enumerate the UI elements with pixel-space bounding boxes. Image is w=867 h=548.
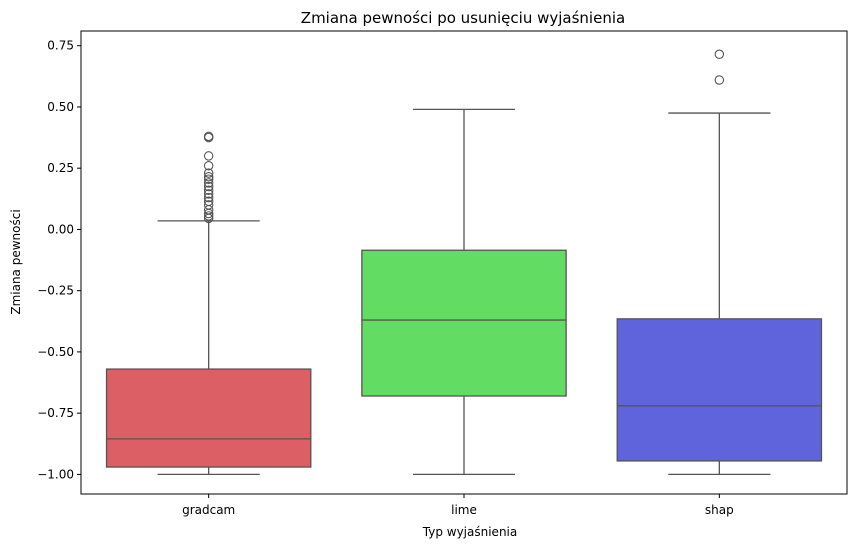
outlier-point-gradcam: [203, 200, 214, 210]
outlier-point-gradcam: [203, 192, 214, 203]
outlier-point-gradcam: [203, 151, 214, 161]
y-tick-label: 0.50: [47, 100, 74, 114]
outlier-point-gradcam: [203, 185, 214, 195]
y-tick-label: −0.75: [37, 406, 74, 420]
outlier-point-gradcam: [203, 189, 214, 199]
outlier-point-gradcam: [203, 131, 214, 142]
x-axis-label: Typ wyjaśnienia: [422, 525, 517, 539]
y-tick-label: 0.25: [47, 161, 74, 175]
x-tick-label-lime: lime: [451, 503, 477, 517]
outlier-point-gradcam: [203, 172, 214, 182]
outlier-point-gradcam: [203, 211, 214, 221]
plot-area: 0.75 0.50 0.25 0.00 −0.25 −0.50 −0.75 −1.00 grad…: [37, 39, 823, 517]
outlier-point-gradcam: [203, 196, 214, 207]
y-tick-label: −0.25: [37, 284, 74, 298]
chart-title: Zmiana pewności po usunięciu wyjaśnienia: [301, 9, 625, 27]
box-gradcam: [105, 368, 312, 468]
y-tick-label: 0.75: [47, 39, 74, 53]
box-shap: [616, 318, 823, 462]
outlier-point-gradcam: [203, 181, 214, 192]
y-axis-label: Zmiana pewności: [9, 209, 23, 314]
y-tick-label: −1.00: [37, 467, 74, 481]
y-tick-label: −0.50: [37, 345, 74, 359]
outlier-point-gradcam: [203, 178, 214, 188]
y-tick-label: 0.00: [47, 222, 74, 236]
box-lime: [361, 249, 567, 397]
x-tick-label-shap: shap: [705, 503, 734, 517]
outlier-point-shap: [714, 75, 725, 85]
x-tick-label-gradcam: gradcam: [182, 503, 235, 517]
plot-frame: [80, 30, 848, 495]
outlier-point-shap: [714, 49, 725, 60]
outlier-point-gradcam: [203, 168, 214, 178]
outlier-point-gradcam: [203, 160, 214, 171]
outlier-point-gradcam: [203, 174, 214, 184]
